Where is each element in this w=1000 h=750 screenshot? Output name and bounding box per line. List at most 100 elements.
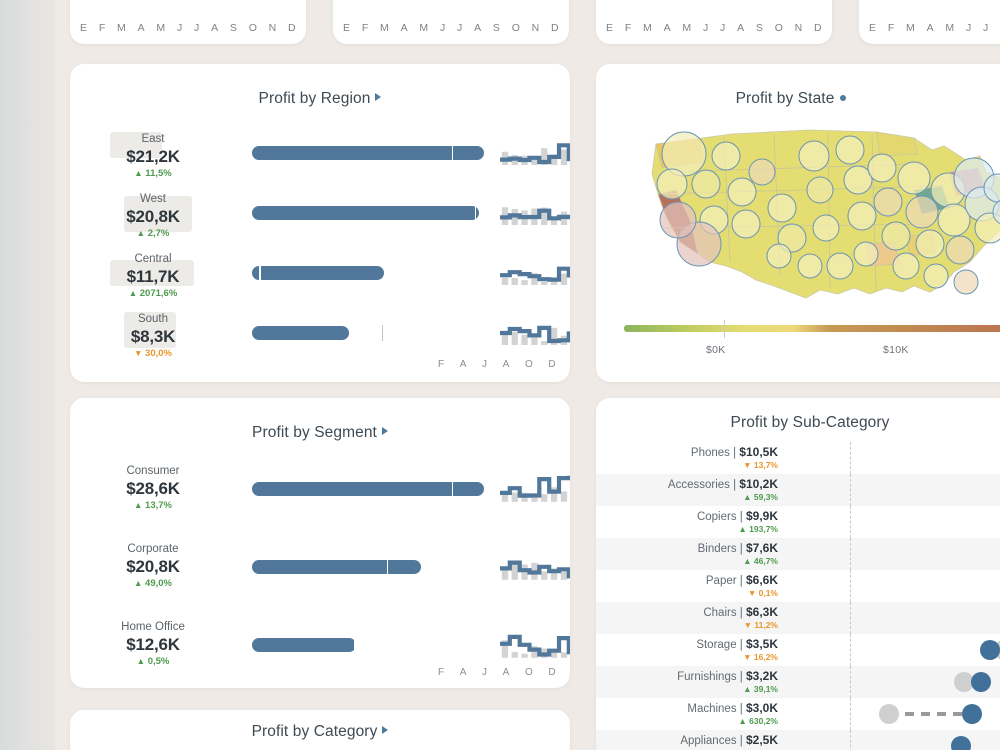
- bullet-category-name: Home Office: [121, 621, 185, 633]
- bullet-row[interactable]: Corporate $20,8K ▲ 49,0%: [70, 534, 570, 612]
- subcategory-name-value: Chairs | $6,3K: [703, 605, 778, 619]
- dumbbell-dot-current[interactable]: [962, 704, 983, 724]
- bullet-row[interactable]: East $21,2K ▲ 11,5%: [70, 126, 570, 186]
- kpi-axis-label: N: [531, 22, 540, 34]
- bullet-row[interactable]: West $20,8K ▲ 2,7%: [70, 186, 570, 246]
- subcategory-row[interactable]: Appliances | $2,5K: [596, 730, 1000, 750]
- dumbbell-dot-current[interactable]: [979, 640, 1000, 660]
- dumbbell-dot-current[interactable]: [950, 736, 971, 750]
- subcategory-row[interactable]: Accessories | $10,2K ▲ 59,3%: [596, 474, 1000, 506]
- card-profit-by-segment[interactable]: Profit by Segment Consumer $28,6K ▲ 13,7% C…: [70, 398, 570, 688]
- subcategory-name-value: Binders | $7,6K: [697, 541, 778, 555]
- bullet-bar[interactable]: [252, 482, 484, 496]
- bullet-bar[interactable]: [252, 638, 357, 652]
- kpi-axis-label: M: [156, 22, 166, 34]
- map-state-bubble: [806, 176, 834, 204]
- legend-label-0: $0K: [706, 344, 726, 356]
- us-choropleth-map[interactable]: [614, 116, 1000, 321]
- kpi-axis-label: F: [887, 22, 895, 34]
- bullet-row[interactable]: Home Office $12,6K ▲ 0,5%: [70, 612, 570, 688]
- card-profit-by-region[interactable]: Profit by Region East $21,2K ▲ 11,5% West $2…: [70, 64, 570, 382]
- subcategory-label-block: Accessories | $10,2K ▲ 59,3%: [596, 477, 784, 503]
- map-state-bubble: [953, 269, 979, 295]
- subcategory-row[interactable]: Chairs | $6,3K ▼ 11,2%: [596, 602, 1000, 634]
- dumbbell-plot: [786, 474, 1000, 506]
- subcategory-delta: ▲ 193,7%: [738, 524, 778, 534]
- bullet-label-block: Corporate $20,8K ▲ 49,0%: [94, 542, 212, 590]
- spark-axis-label: A: [502, 667, 510, 678]
- subcategory-row[interactable]: Paper | $6,6K ▼ 0,1%: [596, 570, 1000, 602]
- bullet-bar[interactable]: [252, 326, 350, 340]
- bullet-row[interactable]: Central $11,7K ▲ 2071,6%: [70, 246, 570, 306]
- subcategory-label-block: Appliances | $2,5K: [596, 733, 784, 748]
- map-state-bubble: [748, 158, 776, 186]
- dumbbell-dot-previous[interactable]: [878, 704, 899, 724]
- kpi-axis-label: J: [702, 22, 709, 34]
- subcategory-row[interactable]: Phones | $10,5K ▼ 13,7%: [596, 442, 1000, 474]
- map-watermark: [124, 196, 192, 232]
- subcategory-row[interactable]: Furnishings | $3,2K ▲ 39,1%: [596, 666, 1000, 698]
- dumbbell-dot-previous[interactable]: [953, 672, 974, 692]
- subcategory-label-block: Paper | $6,6K ▼ 0,1%: [596, 573, 784, 599]
- dumbbell-dot-current[interactable]: [971, 672, 992, 692]
- bullet-value: $12,6K: [126, 635, 180, 654]
- dumbbell-plot: [786, 570, 1000, 602]
- spark-axis-label: A: [459, 667, 467, 678]
- subcategory-row[interactable]: Machines | $3,0K ▲ 630,2%: [596, 698, 1000, 730]
- map-state-patch: [875, 131, 919, 157]
- dumbbell-plot: [786, 666, 1000, 698]
- subcategory-delta: ▼ 16,2%: [743, 652, 778, 662]
- map-state-bubble: [711, 141, 741, 171]
- bullet-bar[interactable]: [252, 560, 422, 574]
- bullet-track: [252, 205, 484, 221]
- map-state-bubble: [798, 140, 830, 172]
- bullet-sparkline: [500, 465, 570, 511]
- map-state-bubble: [812, 214, 840, 242]
- card-profit-by-state[interactable]: Profit by State $0K $10K: [596, 64, 1000, 382]
- collapse-dot-icon[interactable]: [840, 95, 847, 101]
- map-watermark: [124, 312, 176, 348]
- legend-label-1: $10K: [883, 344, 909, 356]
- bullet-bar[interactable]: [252, 266, 385, 280]
- subcategory-name-value: Phones | $10,5K: [690, 445, 778, 459]
- map-state-bubble: [767, 193, 797, 223]
- subcategory-row[interactable]: Storage | $3,5K ▼ 16,2%: [596, 634, 1000, 666]
- bullet-bar[interactable]: [252, 146, 484, 160]
- map-state-bubble: [974, 212, 1000, 244]
- bullet-value: $8,3K: [130, 327, 176, 346]
- bullet-row[interactable]: Consumer $28,6K ▲ 13,7%: [70, 456, 570, 534]
- bullet-row[interactable]: South $8,3K ▼ 30,0%: [70, 306, 570, 366]
- bullet-label-block: Central $11,7K ▲ 2071,6%: [94, 252, 212, 300]
- subcategory-label-block: Binders | $7,6K ▲ 46,7%: [596, 541, 784, 567]
- bullet-track: [252, 637, 484, 653]
- chevron-right-icon[interactable]: [382, 726, 389, 734]
- dumbbell-plot: [786, 538, 1000, 570]
- subcategory-delta: ▲ 39,1%: [743, 684, 778, 694]
- dumbbell-plot: [786, 442, 1000, 474]
- subcategory-row[interactable]: Copiers | $9,9K ▲ 193,7%: [596, 506, 1000, 538]
- bullet-value: $21,2K: [126, 147, 180, 166]
- bullet-reference-marker: [386, 559, 389, 575]
- spark-axis-label: F: [438, 359, 445, 370]
- spark-axis-label: D: [548, 667, 556, 678]
- map-state-bubble: [992, 199, 1000, 225]
- subcategory-name-value: Appliances | $2,5K: [680, 733, 778, 747]
- kpi-axis-label: D: [288, 22, 296, 34]
- bullet-category-name: East: [141, 133, 165, 145]
- card-profit-by-category[interactable]: Profit by Category: [70, 710, 570, 750]
- bullet-reference-marker: [451, 145, 454, 161]
- chevron-right-icon[interactable]: [375, 93, 382, 101]
- chevron-right-icon[interactable]: [381, 427, 388, 435]
- subcategory-row[interactable]: Binders | $7,6K ▲ 46,7%: [596, 538, 1000, 570]
- bullet-bar[interactable]: [252, 206, 480, 220]
- card-profit-by-subcategory[interactable]: Profit by Sub-Category Phones | $10,5K ▼ …: [596, 398, 1000, 750]
- left-gutter-strip: [0, 0, 55, 750]
- bullet-reference-marker: [354, 637, 356, 653]
- kpi-axis-label: F: [361, 22, 369, 34]
